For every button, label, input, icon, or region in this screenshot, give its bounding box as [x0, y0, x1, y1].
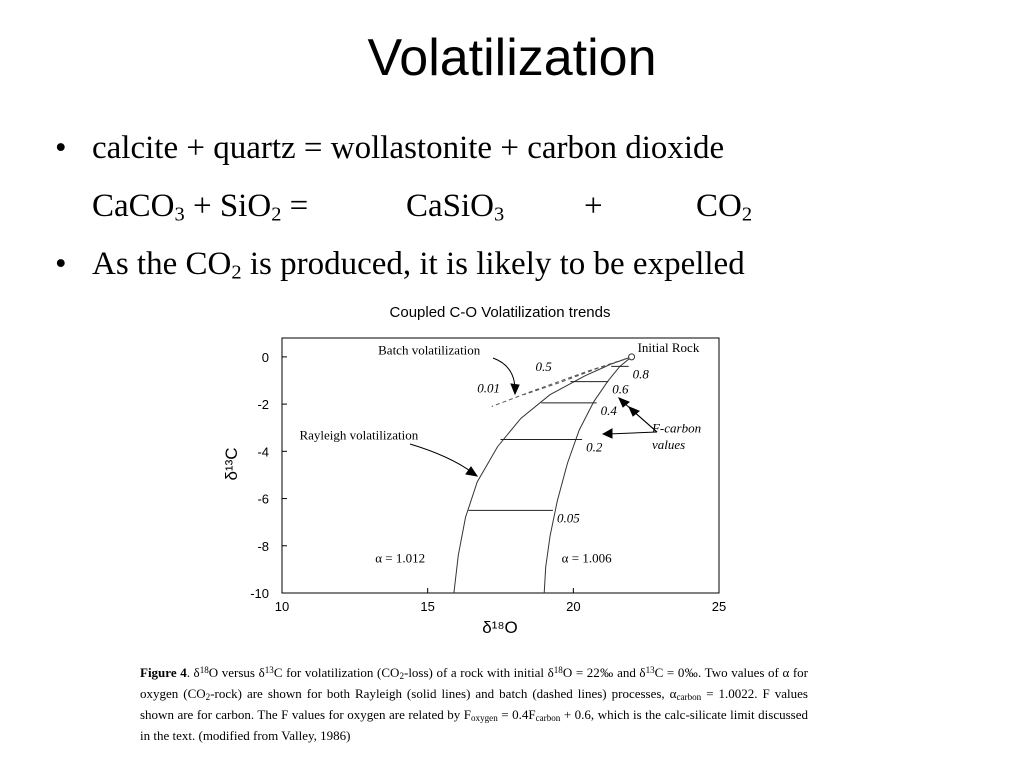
f-arrow-head-2: [628, 406, 640, 417]
reactant-sio: + SiO: [192, 188, 272, 224]
batch-f-label: 0.01: [477, 380, 500, 395]
f-value-label: 0.05: [557, 510, 580, 525]
chart-annotation: Batch volatilization: [378, 343, 481, 358]
f-value-label: 0.8: [633, 366, 650, 381]
equals-sign: =: [289, 188, 309, 224]
chart-title: Coupled C-O Volatilization trends: [390, 304, 611, 321]
plot-frame: [281, 337, 720, 594]
equation-reactants: CaCO3 + SiO2 =: [92, 188, 308, 225]
volatilization-chart: Coupled C-O Volatilization trends 0 -2 -4 -…: [222, 304, 726, 637]
caption-part: O = 22‰ and δ: [562, 665, 646, 681]
product-co-subscript: 2: [741, 203, 753, 226]
bullet-text-subscript: 2: [231, 261, 242, 284]
x-axis-label: δ¹⁸O: [482, 618, 518, 637]
initial-rock-point: [628, 353, 636, 361]
product-co: CO2: [696, 188, 752, 225]
reactant-sio-subscript: 2: [271, 203, 282, 226]
f-arrow-line-2: [632, 410, 658, 433]
equation-plus: +: [584, 188, 603, 224]
bullet-text: As the CO2 is produced, it is likely to …: [92, 246, 745, 283]
f-arrow-head-1: [618, 397, 630, 408]
caption-part: C for volatilization (CO: [273, 665, 400, 681]
f-value-label: 0.2: [586, 440, 603, 455]
caption-sup: 18: [199, 665, 209, 675]
product-casio-text: CaSiO: [406, 188, 495, 224]
caption-part: = 1.0022. F values shown are for carbon.…: [140, 685, 808, 722]
caption-sub: carbon: [535, 712, 561, 723]
caption-sup: 13: [264, 665, 274, 675]
bullet-text-pre: As the CO: [92, 246, 232, 282]
reactant-caco-subscript: 3: [174, 203, 185, 226]
figure-caption: Figure 4. δ18O versus δ13C for volatiliz…: [140, 662, 808, 744]
caption-sub: 2: [205, 691, 211, 702]
rayleigh-arrow-head: [465, 466, 479, 477]
batch-f-label: 0.5: [535, 359, 552, 374]
x-axis-ticks: 10 15 20 25: [275, 588, 726, 614]
batch-arrow-head: [510, 383, 520, 396]
y-axis-label: δ¹³C: [222, 447, 241, 480]
chart-annotations: 0.8 0.6 0.4 0.2 0.05 0.5 0.01 Initial Rock Batch…: [299, 340, 701, 565]
series-line: [523, 356, 632, 396]
initial-rock-label: Initial Rock: [638, 340, 700, 355]
rayleigh-arrow-line: [409, 443, 474, 474]
caption-part: -loss) of a rock with initial δ: [403, 665, 554, 681]
caption-part: = 0.4F: [497, 706, 536, 722]
caption-part: O versus δ: [208, 665, 265, 681]
caption-sup: 13: [645, 665, 655, 675]
chart-annotation: F-carbon: [651, 420, 701, 435]
caption-part: C = 0‰. Two values of α for oxygen (CO: [140, 665, 809, 701]
chart-annotation: Rayleigh volatilization: [299, 428, 418, 443]
caption-sub: oxygen: [470, 712, 498, 723]
y-tick-label: 0: [262, 350, 269, 365]
y-tick-label: -10: [250, 586, 269, 601]
f-arrow-head-3: [601, 428, 613, 439]
caption-sub: 2: [399, 670, 404, 681]
slide-title: Volatilization: [367, 29, 657, 87]
f-value-label: 0.4: [601, 403, 618, 418]
data-series: [453, 353, 636, 594]
f-value-lines: [468, 365, 629, 511]
x-tick-label: 15: [420, 599, 434, 614]
y-tick-label: -8: [257, 539, 269, 554]
bullet-marker: •: [55, 130, 67, 166]
y-tick-label: -4: [257, 444, 269, 459]
bullet-marker: •: [55, 246, 67, 282]
caption-sub: carbon: [676, 691, 702, 702]
f-arrow-line-3: [607, 431, 658, 435]
caption-sup: 18: [553, 665, 563, 675]
series-line: [453, 356, 632, 594]
annotation-arrows: [409, 357, 658, 477]
product-casio: CaSiO3: [406, 188, 504, 225]
chart-annotation: α = 1.006: [562, 550, 612, 565]
series-line: [543, 356, 632, 594]
f-value-label: 0.6: [612, 382, 629, 397]
caption-part: . δ: [186, 665, 200, 681]
caption-part: + 0.6, which is the calc-silicate limit …: [140, 706, 808, 743]
y-tick-label: -6: [257, 492, 269, 507]
y-tick-label: -2: [257, 397, 269, 412]
caption-figure-number: Figure 4: [140, 665, 187, 681]
x-tick-label: 10: [275, 599, 289, 614]
bullet-text: calcite + quartz = wollastonite + carbon…: [92, 130, 725, 166]
x-tick-label: 20: [566, 599, 580, 614]
bullet-text-post: is produced, it is likely to be expelled: [241, 246, 745, 282]
caption-part: -rock) are shown for both Rayleigh (soli…: [210, 685, 677, 701]
chart-annotation: values: [652, 437, 685, 452]
chart-annotation: α = 1.012: [375, 550, 425, 565]
product-co-text: CO: [696, 188, 742, 224]
reactant-caco: CaCO: [92, 188, 175, 224]
x-tick-label: 25: [712, 599, 726, 614]
product-casio-subscript: 3: [494, 203, 505, 226]
y-axis-ticks: 0 -2 -4 -6 -8 -10: [250, 350, 287, 601]
